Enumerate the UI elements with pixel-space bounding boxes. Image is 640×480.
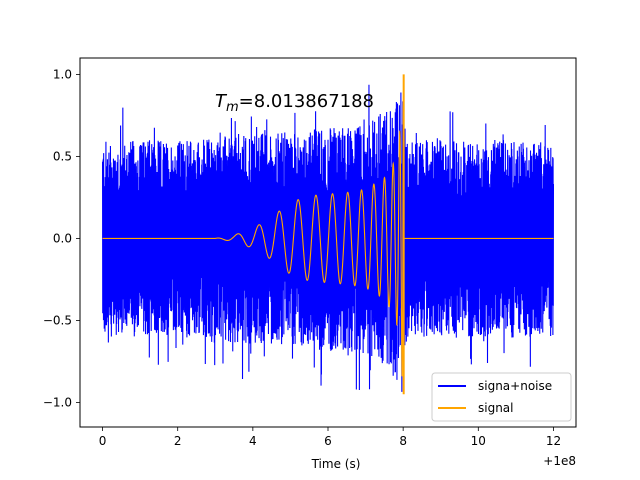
y-tick-label: −0.5 <box>43 313 72 327</box>
x-tick-label: 2 <box>174 434 182 448</box>
y-tick-label: 0.5 <box>53 149 72 163</box>
x-tick-label: 10 <box>471 434 486 448</box>
x-tick-label: 4 <box>249 434 257 448</box>
y-tick-label: −1.0 <box>43 395 72 409</box>
x-tick-label: 8 <box>399 434 407 448</box>
y-tick-label: 0.0 <box>53 231 72 245</box>
y-tick-label: 1.0 <box>53 67 72 81</box>
x-tick-label: 0 <box>99 434 107 448</box>
legend-label: signal <box>478 401 514 415</box>
x-tick-label: 6 <box>324 434 332 448</box>
x-offset-label: +1e8 <box>543 454 576 468</box>
x-axis-label: Time (s) <box>311 457 361 471</box>
series-line-signa-noise <box>102 84 554 392</box>
merger-time-annotation: Tm=8.013867188 <box>215 91 374 115</box>
series-line-signal <box>102 101 554 377</box>
x-tick-label: 12 <box>546 434 561 448</box>
legend-label: signa+noise <box>478 379 552 393</box>
legend-box <box>431 372 572 422</box>
